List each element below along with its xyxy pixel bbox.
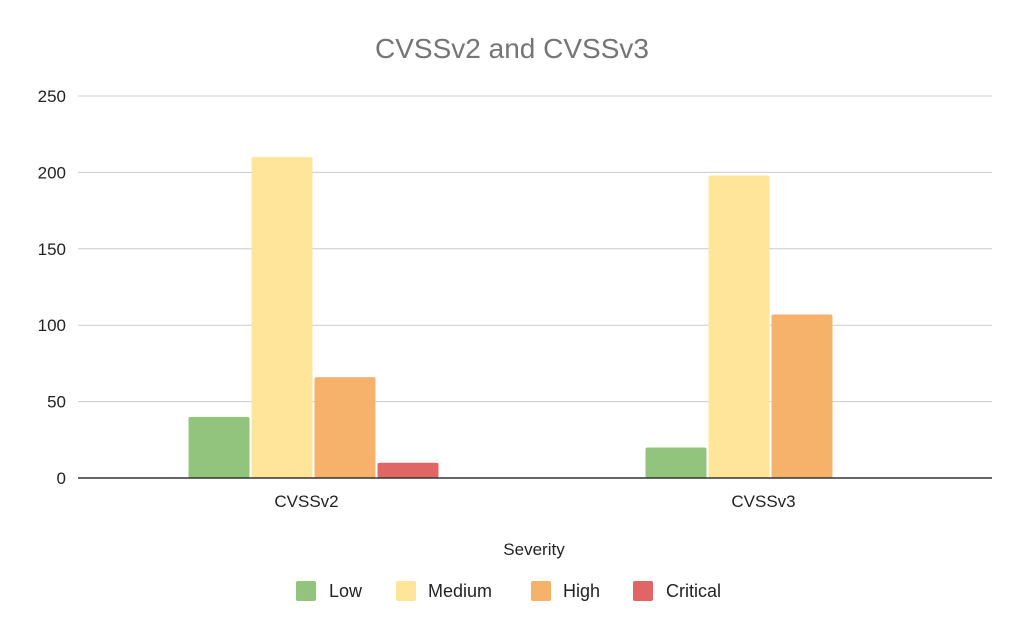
bar-cvssv2-critical [377,462,439,478]
y-tick-label: 200 [38,163,66,182]
bar-cvssv3-high [771,314,833,478]
legend-label: High [563,581,600,601]
gridlines [78,95,992,403]
legend-item-critical: Critical [633,581,721,601]
bar-cvssv2-low [188,416,250,478]
x-category-label: CVSSv2 [274,492,338,511]
y-tick-label: 50 [47,393,66,412]
chart-title: CVSSv2 and CVSSv3 [375,33,649,64]
legend-swatch [296,581,316,601]
legend-label: Low [329,581,363,601]
y-tick-label: 100 [38,316,66,335]
x-axis-categories: CVSSv2 CVSSv3 [274,492,795,511]
y-tick-label: 150 [38,240,66,259]
y-axis-ticks: 0 50 100 150 200 250 [38,87,66,488]
bar-cvssv3-medium [708,175,770,478]
legend-swatch [396,581,416,601]
legend-item-low: Low [296,581,363,601]
legend-label: Medium [428,581,492,601]
legend-item-medium: Medium [396,581,492,601]
bars [188,157,833,478]
bar-cvssv3-low [645,447,707,478]
x-category-label: CVSSv3 [731,492,795,511]
bar-cvssv2-high [314,377,376,478]
legend-label: Critical [666,581,721,601]
legend-swatch [531,581,551,601]
legend: Low Medium High Critical [296,581,721,601]
legend-swatch [633,581,653,601]
y-tick-label: 250 [38,87,66,106]
legend-item-high: High [531,581,600,601]
y-tick-label: 0 [57,469,66,488]
bar-cvssv2-medium [251,157,313,478]
x-axis-label: Severity [503,540,565,559]
